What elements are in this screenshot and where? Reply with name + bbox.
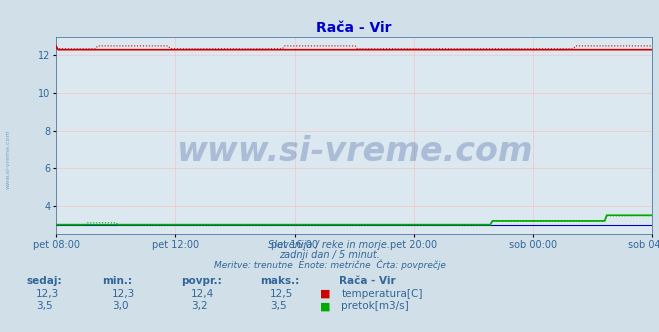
Text: 3,2: 3,2	[191, 301, 208, 311]
Text: 12,5: 12,5	[270, 289, 293, 299]
Text: ■: ■	[320, 301, 330, 311]
Text: Slovenija / reke in morje.: Slovenija / reke in morje.	[268, 240, 391, 250]
Text: 3,5: 3,5	[270, 301, 287, 311]
Text: 12,4: 12,4	[191, 289, 214, 299]
Text: www.si-vreme.com: www.si-vreme.com	[176, 134, 532, 168]
Text: povpr.:: povpr.:	[181, 276, 222, 286]
Text: temperatura[C]: temperatura[C]	[341, 289, 423, 299]
Text: sedaj:: sedaj:	[26, 276, 62, 286]
Text: 3,5: 3,5	[36, 301, 53, 311]
Text: Rača - Vir: Rača - Vir	[339, 276, 396, 286]
Text: Meritve: trenutne  Enote: metrične  Črta: povprečje: Meritve: trenutne Enote: metrične Črta: …	[214, 260, 445, 270]
Text: min.:: min.:	[102, 276, 132, 286]
Text: 12,3: 12,3	[112, 289, 135, 299]
Text: 12,3: 12,3	[36, 289, 59, 299]
Text: zadnji dan / 5 minut.: zadnji dan / 5 minut.	[279, 250, 380, 260]
Text: maks.:: maks.:	[260, 276, 300, 286]
Text: ■: ■	[320, 289, 330, 299]
Title: Rača - Vir: Rača - Vir	[316, 21, 392, 35]
Text: www.si-vreme.com: www.si-vreme.com	[5, 129, 11, 189]
Text: 3,0: 3,0	[112, 301, 129, 311]
Text: pretok[m3/s]: pretok[m3/s]	[341, 301, 409, 311]
